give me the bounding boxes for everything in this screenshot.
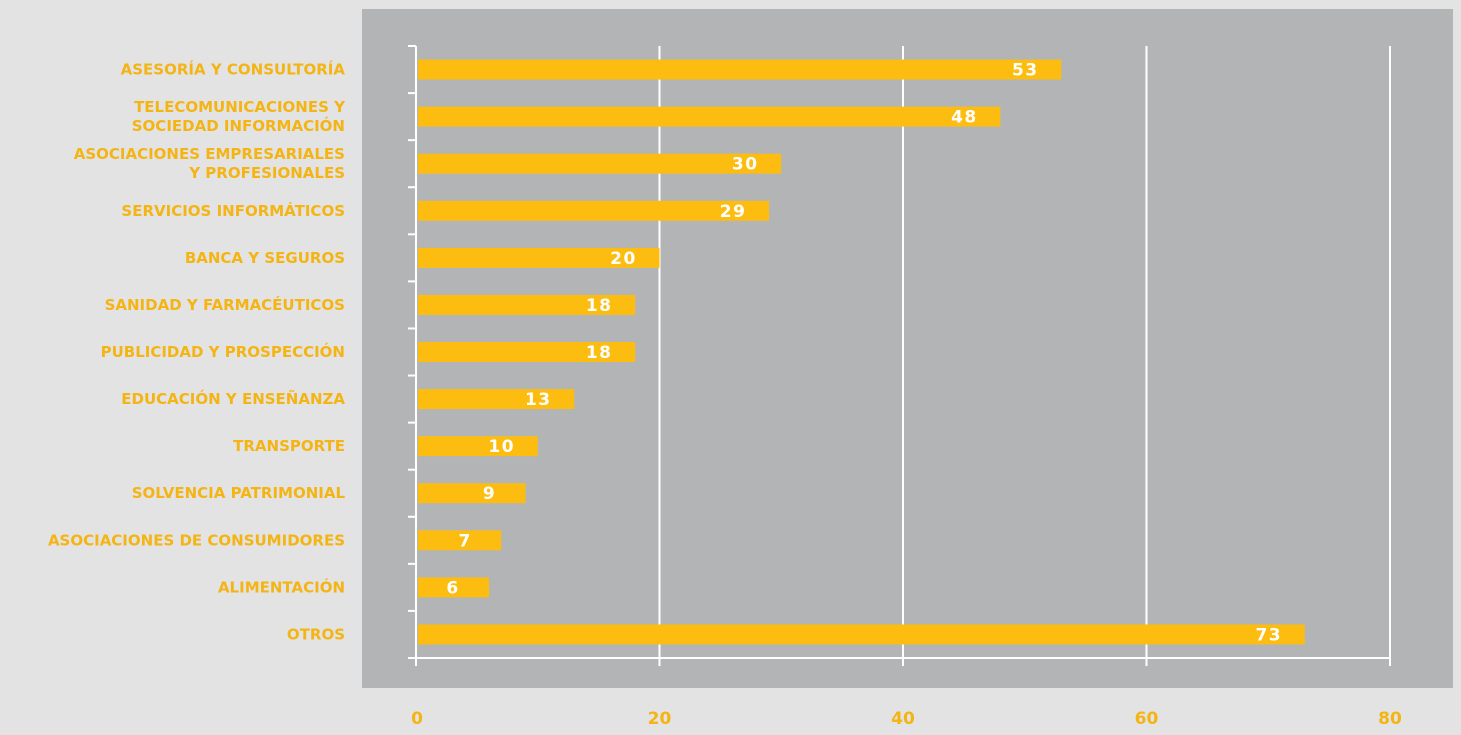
data-label: 48 [951, 108, 978, 128]
data-label: 13 [525, 390, 552, 410]
bar [418, 577, 490, 598]
category-label: BANCA Y SEGUROS [185, 249, 345, 267]
data-label: 18 [586, 343, 613, 363]
data-label: 10 [488, 437, 515, 457]
category-label-line: SOCIEDAD INFORMACIÓN [132, 116, 345, 135]
category-label-line: Y PROFESIONALES [188, 164, 345, 182]
data-label: 29 [720, 202, 747, 222]
data-label: 18 [586, 296, 613, 316]
bar [418, 106, 1001, 127]
category-label: ASESORÍA Y CONSULTORÍA [121, 60, 346, 79]
bar [418, 294, 636, 315]
category-label-line: BANCA Y SEGUROS [185, 249, 345, 267]
data-label: 6 [446, 578, 459, 598]
category-label: EDUCACIÓN Y ENSEÑANZA [121, 389, 345, 408]
x-tick-label: 0 [411, 709, 423, 729]
category-label: SOLVENCIA PATRIMONIAL [132, 484, 346, 502]
category-label: SERVICIOS INFORMÁTICOS [121, 201, 345, 220]
category-label-line: SOLVENCIA PATRIMONIAL [132, 484, 346, 502]
bar [418, 153, 782, 174]
category-label-line: PUBLICIDAD Y PROSPECCIÓN [101, 342, 345, 361]
data-label: 9 [483, 484, 496, 504]
data-label: 7 [459, 531, 472, 551]
category-label: ALIMENTACIÓN [218, 577, 345, 596]
data-label: 73 [1255, 625, 1282, 645]
category-label-line: SERVICIOS INFORMÁTICOS [121, 201, 345, 220]
category-label: SANIDAD Y FARMACÉUTICOS [105, 295, 345, 314]
category-label-line: TELECOMUNICACIONES Y [134, 98, 346, 116]
data-label: 53 [1012, 61, 1039, 81]
bar [418, 389, 575, 410]
x-tick-label: 40 [891, 709, 915, 729]
bar [418, 624, 1305, 645]
category-label-line: EDUCACIÓN Y ENSEÑANZA [121, 389, 345, 408]
category-label-line: ASOCIACIONES DE CONSUMIDORES [48, 531, 345, 549]
bar [418, 200, 770, 221]
category-label-line: SANIDAD Y FARMACÉUTICOS [105, 295, 345, 314]
bar [418, 59, 1062, 80]
category-label: ASOCIACIONES DE CONSUMIDORES [48, 531, 345, 549]
x-tick-label: 20 [648, 709, 672, 729]
category-label: PUBLICIDAD Y PROSPECCIÓN [101, 342, 345, 361]
category-label-line: OTROS [287, 625, 345, 643]
bar [418, 436, 538, 457]
category-label: TRANSPORTE [233, 437, 345, 455]
category-label: TELECOMUNICACIONES Y SOCIEDAD INFORMACIÓN [132, 98, 346, 135]
category-label: ASOCIACIONES EMPRESARIALES Y PROFESIONALE… [74, 145, 345, 182]
x-tick-label: 80 [1378, 709, 1402, 729]
data-label: 20 [610, 249, 637, 269]
category-label-line: ASESORÍA Y CONSULTORÍA [121, 60, 346, 79]
bar [418, 342, 636, 362]
category-label-line: ALIMENTACIÓN [218, 577, 345, 596]
bar [418, 530, 502, 551]
bar [418, 483, 526, 504]
category-label-line: TRANSPORTE [233, 437, 345, 455]
data-label: 30 [732, 155, 759, 175]
category-label-line: ASOCIACIONES EMPRESARIALES [74, 145, 345, 163]
category-label: OTROS [287, 625, 345, 643]
bar [418, 247, 660, 268]
x-tick-label: 60 [1135, 709, 1159, 729]
